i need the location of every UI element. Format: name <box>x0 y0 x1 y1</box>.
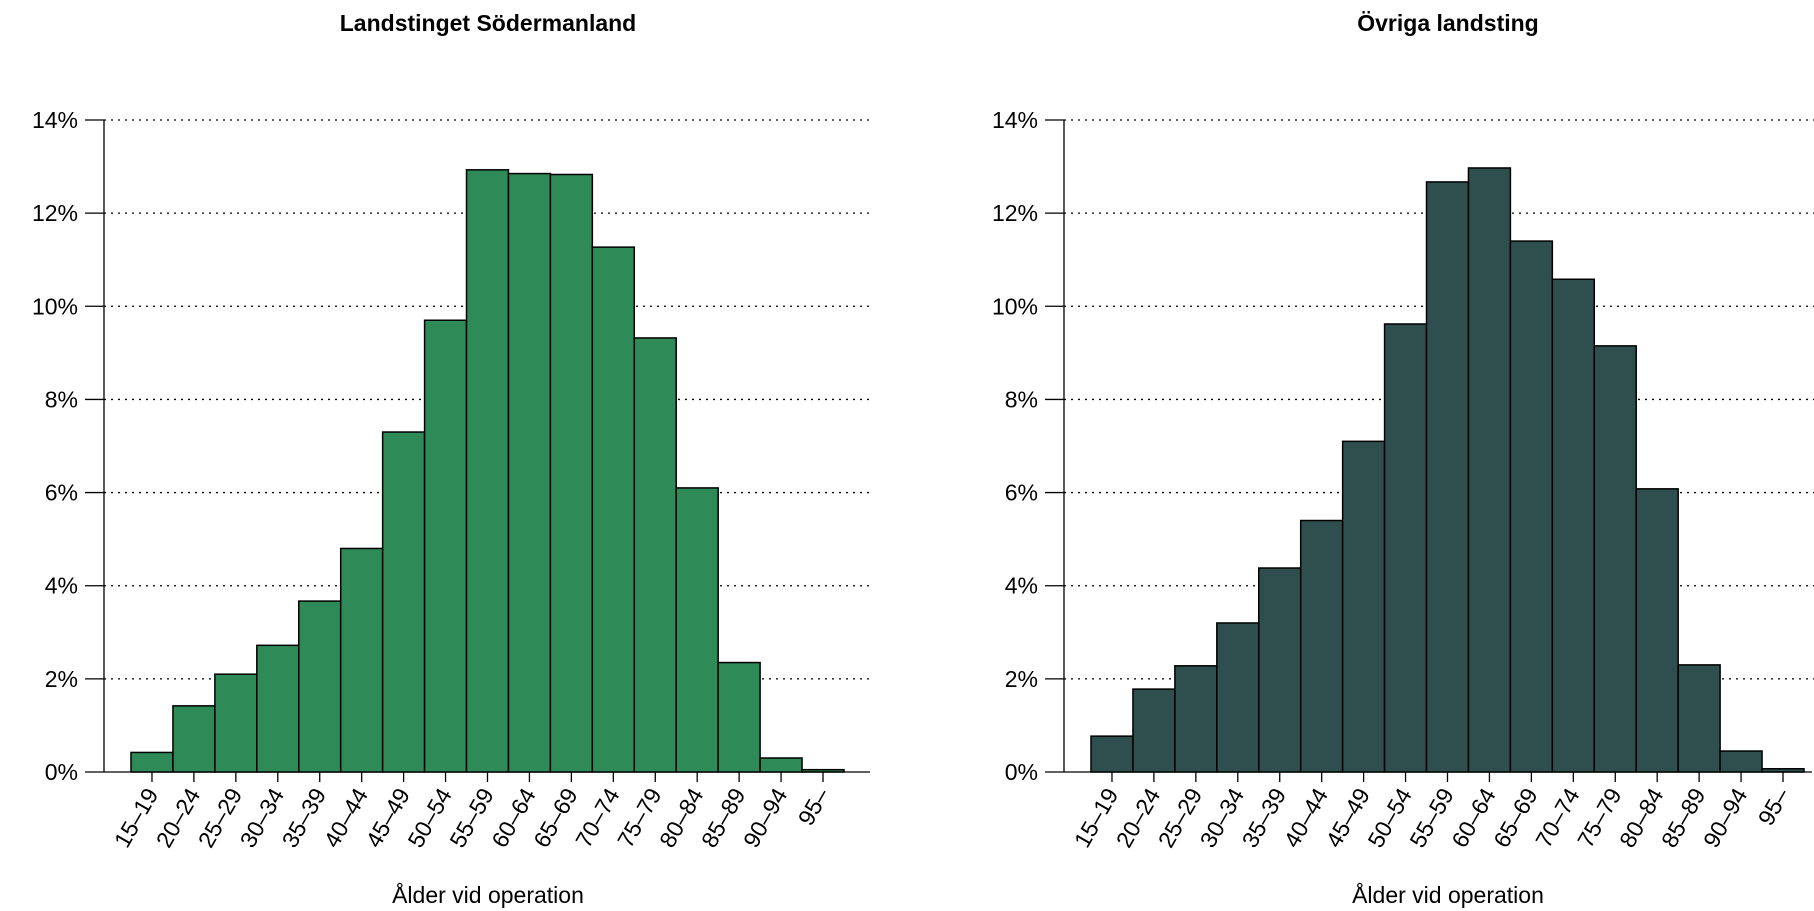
x-tick-label: 90–94 <box>1698 783 1753 852</box>
bar-40–44 <box>339 547 384 773</box>
bar-15–19 <box>130 751 174 773</box>
y-tick-label: 8% <box>1005 386 1038 412</box>
bar-85–89 <box>717 661 761 773</box>
bar-50–54 <box>1383 323 1428 773</box>
bar-20–24 <box>1132 688 1176 773</box>
x-axis-label: Ålder vid operation <box>392 881 584 908</box>
x-tick-label: 95– <box>1753 783 1795 829</box>
bar-70–74 <box>591 246 636 773</box>
y-tick-label: 4% <box>45 573 78 599</box>
bar-85–89 <box>1677 664 1721 773</box>
bar-40–44 <box>1299 519 1344 773</box>
bar-90–94 <box>1719 750 1763 773</box>
bar-45–49 <box>381 431 426 773</box>
chart-title: Landstinget Södermanland <box>340 10 636 36</box>
bar-20–24 <box>172 705 216 773</box>
y-tick-label: 12% <box>32 200 78 226</box>
bar-35–39 <box>1258 567 1302 773</box>
bar-55–59 <box>465 169 510 773</box>
y-tick-label: 6% <box>1005 480 1038 506</box>
y-tick-label: 8% <box>45 386 78 412</box>
y-tick-label: 10% <box>32 293 78 319</box>
bar-55–59 <box>1425 181 1470 773</box>
bar-65–69 <box>1509 240 1554 773</box>
bar-25–29 <box>1174 665 1218 773</box>
bar-35–39 <box>298 600 342 773</box>
y-tick-label: 6% <box>45 480 78 506</box>
chart-panel-ovriga-landsting: Övriga landsting0%2%4%6%8%10%12%14%15–19… <box>992 10 1814 908</box>
y-tick-label: 0% <box>1005 759 1038 785</box>
bar-95– <box>801 768 845 773</box>
chart-panel-sodermanland: Landstinget Södermanland 0% 2% 4% 6% 8% 10% 12%… <box>32 10 872 908</box>
bar-90–94 <box>759 757 803 773</box>
y-tick-label: 0% <box>45 759 78 785</box>
y-tick-label: 14% <box>992 107 1038 133</box>
bar-30–34 <box>1216 622 1260 773</box>
bar-75–79 <box>633 337 677 773</box>
y-tick-label: 2% <box>45 666 78 692</box>
y-tick-label: 10% <box>992 293 1038 319</box>
x-tick-label: 90–94 <box>738 783 793 852</box>
y-tick-label: 2% <box>1005 666 1038 692</box>
x-axis-label: Ålder vid operation <box>1352 881 1544 908</box>
bar-70–74 <box>1551 278 1596 773</box>
x-tick-label: 95– <box>793 783 835 829</box>
bar-80–84 <box>1635 488 1679 773</box>
bar-15–19 <box>1090 735 1134 773</box>
bar-50–54 <box>423 319 468 773</box>
bar-60–64 <box>507 172 552 773</box>
bar-30–34 <box>256 644 300 773</box>
bar-80–84 <box>675 487 719 773</box>
bar-95– <box>1761 767 1805 773</box>
bar-45–49 <box>1341 440 1386 773</box>
bar-25–29 <box>214 673 258 773</box>
bar-60–64 <box>1467 167 1512 773</box>
bar-65–69 <box>549 173 594 773</box>
y-tick-label: 4% <box>1005 573 1038 599</box>
bar-75–79 <box>1593 345 1637 773</box>
y-tick-label: 12% <box>992 200 1038 226</box>
y-tick-label: 14% <box>32 107 78 133</box>
chart-title: Övriga landsting <box>1357 10 1538 36</box>
